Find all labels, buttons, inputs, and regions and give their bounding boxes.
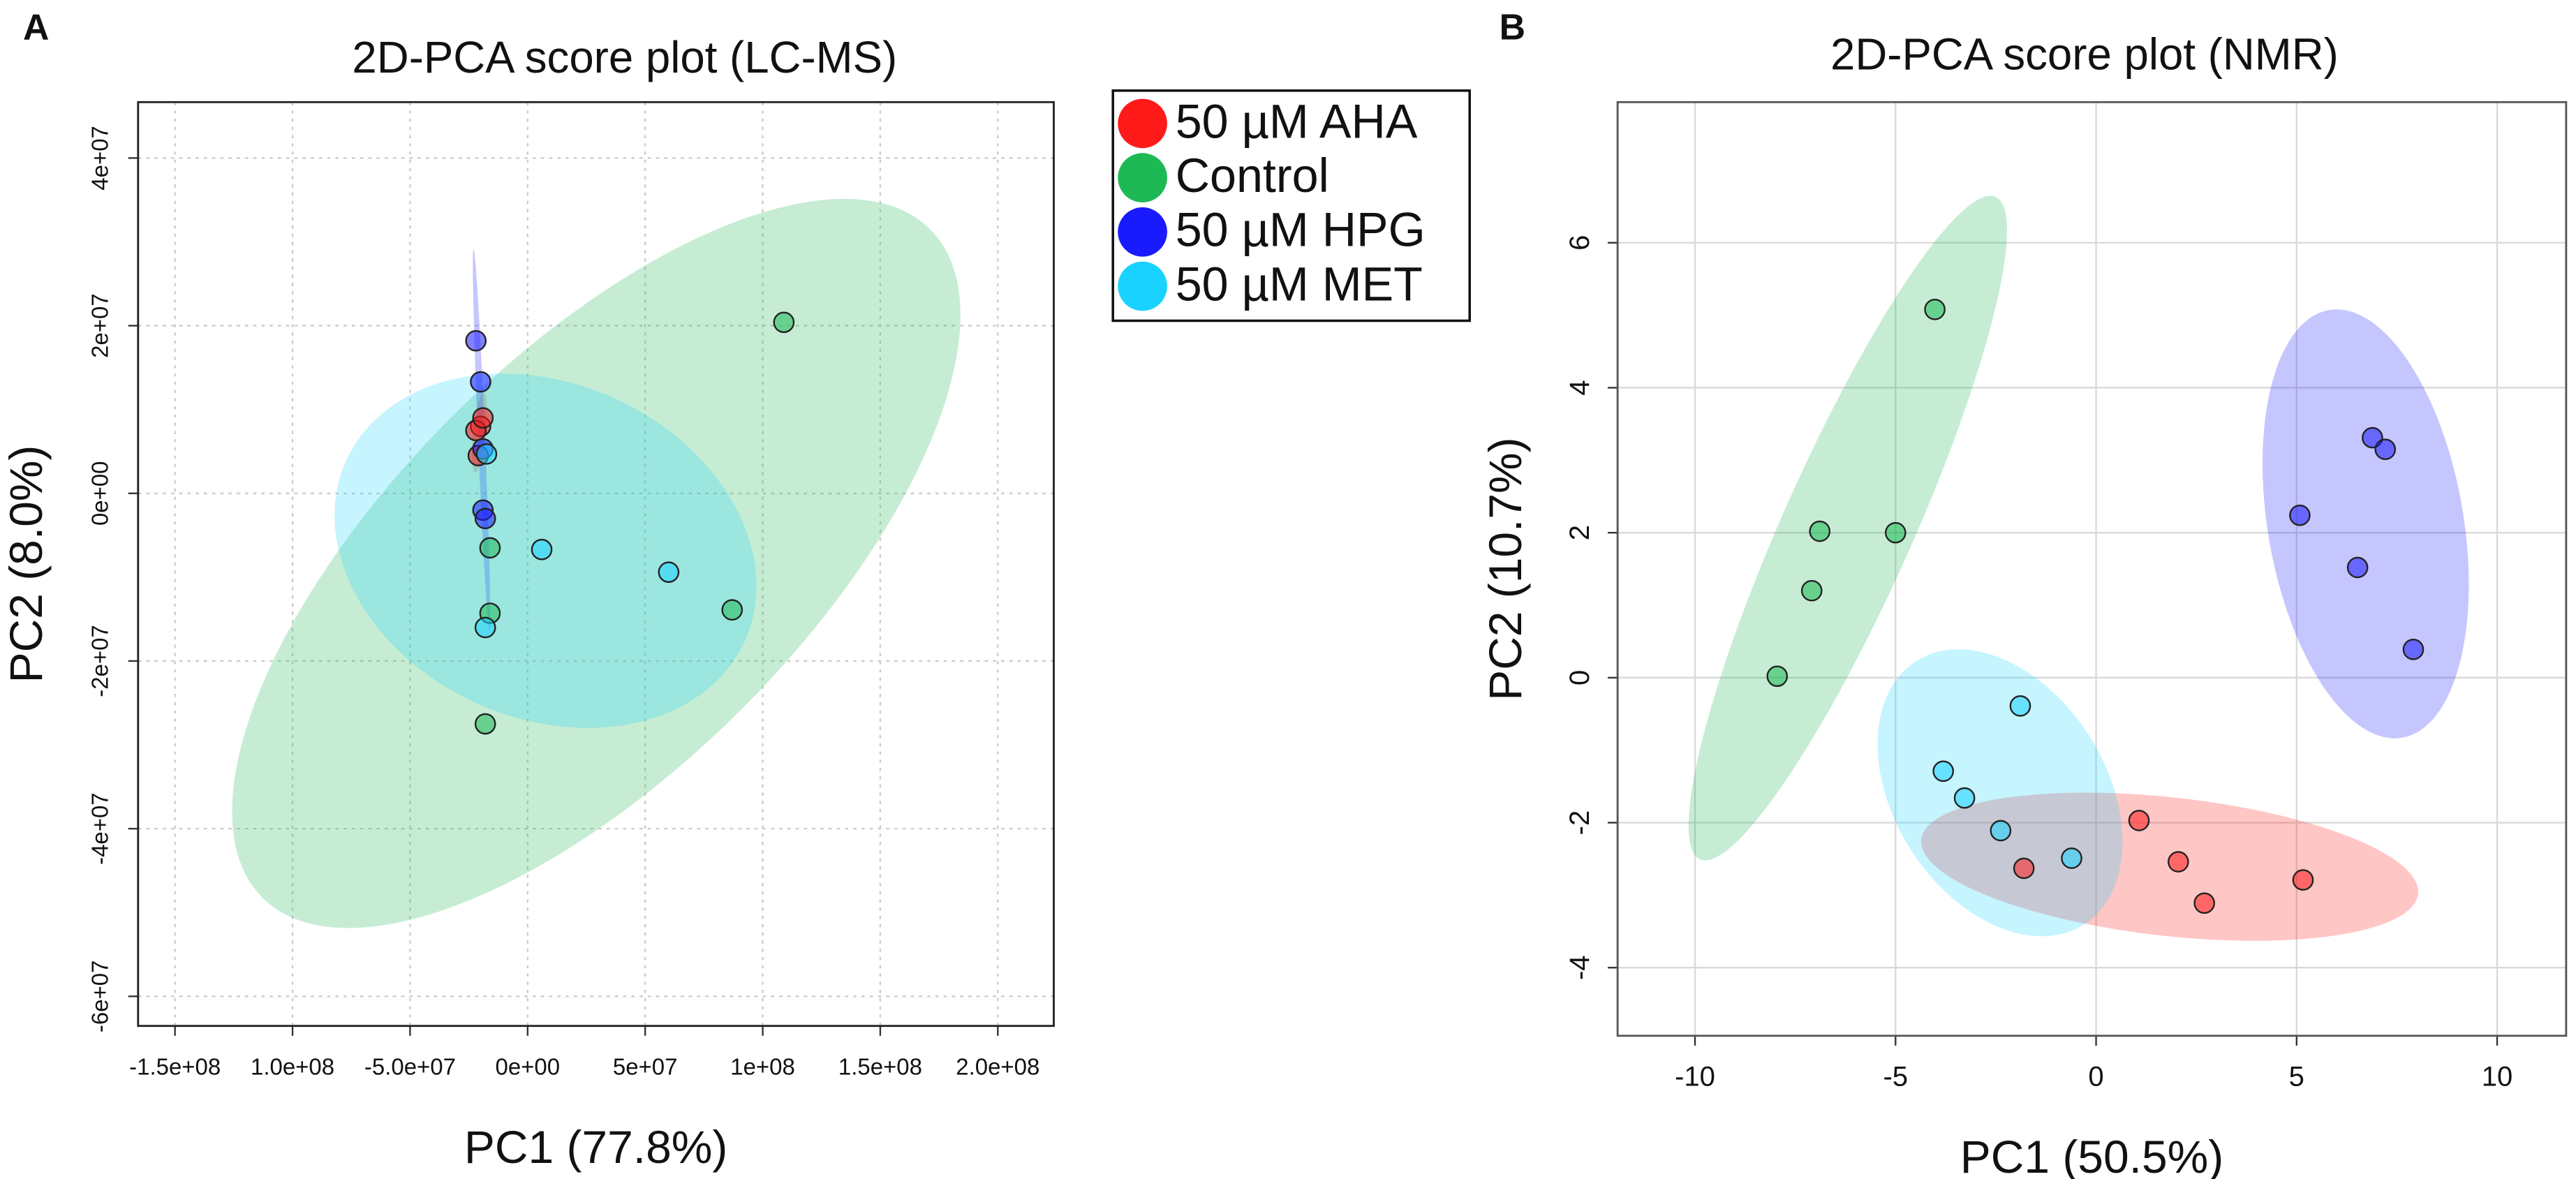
y-tick-label: 6: [1564, 235, 1595, 251]
data-point: [1800, 579, 1823, 602]
y-tick-label: 0e+00: [87, 461, 113, 526]
panel: B 2D-PCA score plot (NMR) PC1 (50.5%) PC2 (…: [1479, 6, 2568, 1179]
data-point: [2292, 869, 2314, 891]
y-tick-label: 2e+07: [87, 293, 113, 358]
x-axis-title: PC1 (50.5%): [1960, 1131, 2223, 1179]
data-point: [773, 311, 795, 334]
data-point: [2193, 892, 2215, 914]
legend-label: 50 µM MET: [1176, 258, 1423, 311]
y-axis-title: PC2 (10.7%): [1479, 437, 1531, 700]
x-tick-label: 2.0e+08: [956, 1054, 1039, 1080]
data-point: [2346, 556, 2369, 579]
legend-swatch: [1118, 98, 1167, 149]
confidence-ellipse: [1877, 649, 2123, 937]
legend-label: 50 µM HPG: [1176, 204, 1426, 257]
x-tick-label: 1.5e+08: [838, 1054, 922, 1080]
panel-label: B: [1500, 6, 1525, 47]
data-point: [470, 371, 491, 393]
y-tick-label: -2e+07: [87, 625, 113, 697]
y-tick-label: 4: [1564, 380, 1595, 395]
data-point: [658, 561, 680, 583]
y-tick-label: 0: [1564, 670, 1595, 685]
x-axis-title: PC1 (77.8%): [464, 1121, 727, 1173]
chart-title: 2D-PCA score plot (LC-MS): [352, 33, 897, 82]
y-tick-label: -4: [1564, 955, 1595, 980]
panel-label: A: [23, 6, 49, 47]
panel: A 2D-PCA score plot (LC-MS) PC1 (77.8%) PC2…: [0, 6, 1471, 1173]
points: [465, 311, 795, 735]
legend-swatch: [1118, 153, 1167, 202]
data-point: [2009, 695, 2031, 717]
x-tick-label: 1.0e+08: [251, 1054, 334, 1080]
x-tick-label: -10: [1675, 1062, 1715, 1092]
legend-box: [1111, 89, 1471, 322]
plot-frame: [137, 101, 1055, 1028]
data-point: [531, 538, 553, 561]
data-point: [2289, 504, 2311, 526]
data-point: [1953, 787, 1976, 809]
legend-label: Control: [1176, 149, 1329, 202]
legend-label: 50 µM AHA: [1176, 95, 1418, 148]
data-point: [479, 537, 501, 559]
y-tick-label: -6e+07: [87, 961, 113, 1033]
y-tick-label: 2: [1564, 525, 1595, 540]
plot-frame: [1616, 101, 2568, 1037]
data-point: [474, 713, 496, 735]
data-point: [2128, 810, 2150, 831]
x-tick-label: 5e+07: [613, 1054, 678, 1080]
y-tick-label: -2: [1564, 810, 1595, 836]
chart-title: 2D-PCA score plot (NMR): [1830, 30, 2339, 80]
confidence-ellipse: [1688, 195, 2007, 861]
data-point: [472, 407, 494, 429]
data-point: [474, 507, 496, 530]
data-point: [2402, 639, 2425, 660]
data-point: [2013, 857, 2035, 880]
data-point: [1809, 520, 1831, 542]
x-tick-label: 1e+08: [730, 1054, 795, 1080]
x-tick-label: -1.5e+08: [129, 1054, 221, 1080]
x-tick-label: -5.0e+07: [364, 1054, 456, 1080]
confidence-ellipse: [2262, 309, 2469, 739]
data-point: [2061, 847, 2082, 869]
data-point: [2168, 851, 2189, 873]
confidence-ellipse: [232, 198, 961, 928]
ellipses: [232, 198, 961, 928]
data-point: [1990, 820, 2012, 842]
legend-swatch: [1118, 261, 1167, 311]
data-point: [1932, 760, 1954, 783]
data-point: [1884, 521, 1907, 544]
points: [1766, 298, 2425, 914]
data-point: [1924, 298, 1946, 320]
y-axis-title: PC2 (8.0%): [0, 445, 52, 683]
data-point: [475, 443, 498, 465]
x-tick-label: -5: [1883, 1062, 1908, 1092]
x-tick-label: 0: [2088, 1062, 2103, 1092]
x-tick-label: 5: [2289, 1062, 2304, 1092]
data-point: [721, 599, 743, 621]
y-tick-label: -4e+07: [87, 792, 113, 865]
data-point: [1766, 665, 1789, 688]
x-tick-label: 10: [2482, 1062, 2513, 1092]
data-point: [474, 616, 496, 639]
data-point: [465, 329, 487, 352]
x-tick-label: 0e+00: [496, 1054, 561, 1080]
legend-swatch: [1118, 207, 1167, 257]
data-point: [2374, 438, 2397, 461]
y-tick-label: 4e+07: [87, 126, 113, 191]
